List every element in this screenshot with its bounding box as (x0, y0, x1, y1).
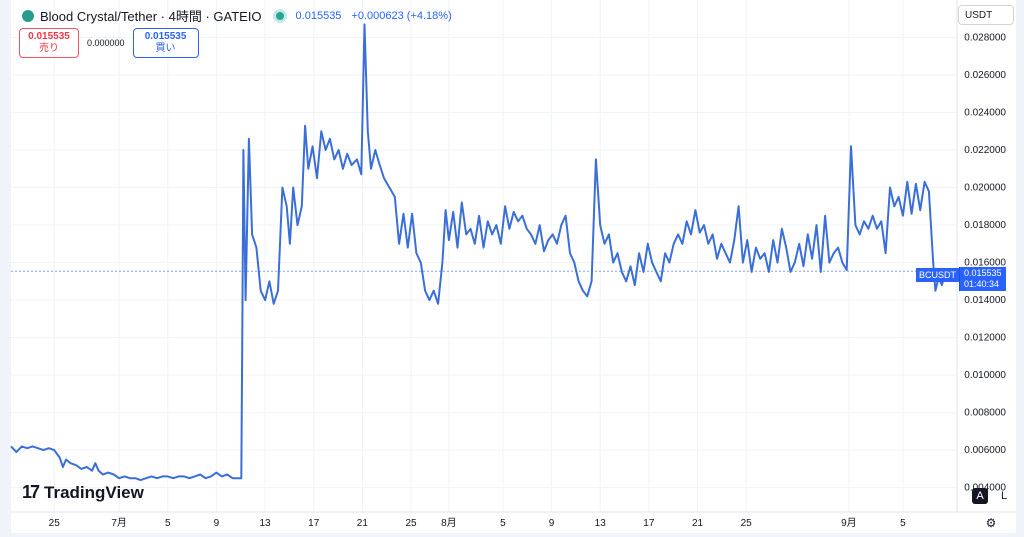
x-tick-label: 5 (165, 518, 171, 529)
price-tag-price: 0.015535 (964, 268, 1002, 278)
sell-price: 0.015535 (28, 31, 70, 42)
tradingview-logo-icon: 17 (22, 482, 40, 502)
x-tick-label: 13 (260, 518, 272, 529)
scale-buttons: A L (972, 488, 1012, 504)
spread-value: 0.000000 (87, 38, 125, 48)
right-edge (1016, 0, 1024, 537)
x-tick-label: 9月 (841, 517, 857, 529)
y-tick-label: 0.016000 (964, 258, 1006, 269)
y-tick-label: 0.022000 (964, 145, 1006, 156)
tradingview-logo[interactable]: 17 TradingView (22, 482, 144, 503)
x-tick-label: 8月 (441, 517, 457, 529)
x-tick-label: 17 (643, 518, 655, 529)
price-series-line (10, 23, 954, 482)
last-price-tag: BCUSDT 0.015535 01:40:34 (916, 267, 1006, 291)
currency-select[interactable]: USDT (958, 5, 1014, 25)
left-toolbar-edge (0, 0, 11, 537)
x-tick-label: 5 (500, 518, 506, 529)
sell-button[interactable]: 0.015535 売り (19, 28, 79, 58)
y-tick-label: 0.010000 (964, 370, 1006, 381)
header-change: +0.000623 (+4.18%) (351, 9, 452, 22)
header-price: 0.015535 (295, 9, 342, 22)
price-tag-value: 0.015535 01:40:34 (959, 267, 1006, 291)
y-tick-label: 0.018000 (964, 220, 1006, 231)
log-scale-button[interactable]: L (1000, 490, 1008, 502)
x-tick-label: 7月 (111, 517, 127, 529)
y-tick-label: 0.026000 (964, 70, 1006, 81)
bottom-edge (0, 533, 1024, 537)
x-tick-label: 5 (900, 518, 906, 529)
chart-header: Blood Crystal/Tether · 4時間 · GATEIO 0.01… (22, 6, 452, 25)
y-tick-label: 0.014000 (964, 295, 1006, 306)
y-tick-label: 0.028000 (964, 33, 1006, 44)
buy-price: 0.015535 (144, 31, 187, 42)
market-status-icon (275, 11, 284, 20)
price-tag-countdown: 01:40:34 (964, 279, 1000, 289)
y-tick-label: 0.012000 (964, 333, 1006, 344)
symbol-logo-icon (22, 9, 34, 22)
brand-name: TradingView (44, 482, 144, 502)
x-tick-label: 25 (741, 518, 753, 529)
trade-buttons: 0.015535 売り 0.000000 0.015535 買い (19, 28, 199, 58)
x-tick-label: 17 (308, 518, 320, 529)
x-tick-label: 9 (549, 518, 555, 529)
x-tick-label: 21 (692, 518, 704, 529)
symbol-title[interactable]: Blood Crystal/Tether · 4時間 · GATEIO (40, 9, 262, 24)
x-tick-label: 13 (595, 518, 607, 529)
y-tick-label: 0.008000 (964, 408, 1006, 419)
x-tick-label: 25 (405, 518, 417, 529)
auto-scale-button[interactable]: A (972, 488, 988, 504)
x-tick-label: 25 (49, 518, 61, 529)
y-tick-label: 0.024000 (964, 108, 1006, 119)
buy-button[interactable]: 0.015535 買い (132, 28, 199, 58)
y-tick-label: 0.020000 (964, 183, 1006, 194)
price-tag-symbol: BCUSDT (916, 268, 960, 282)
x-tick-label: 9 (214, 518, 220, 529)
x-tick-label: 21 (357, 518, 369, 529)
y-tick-label: 0.006000 (964, 445, 1006, 456)
sell-label: 売り (39, 43, 59, 54)
buy-label: 買い (155, 43, 176, 54)
gear-icon[interactable]: ⚙ (985, 516, 997, 530)
